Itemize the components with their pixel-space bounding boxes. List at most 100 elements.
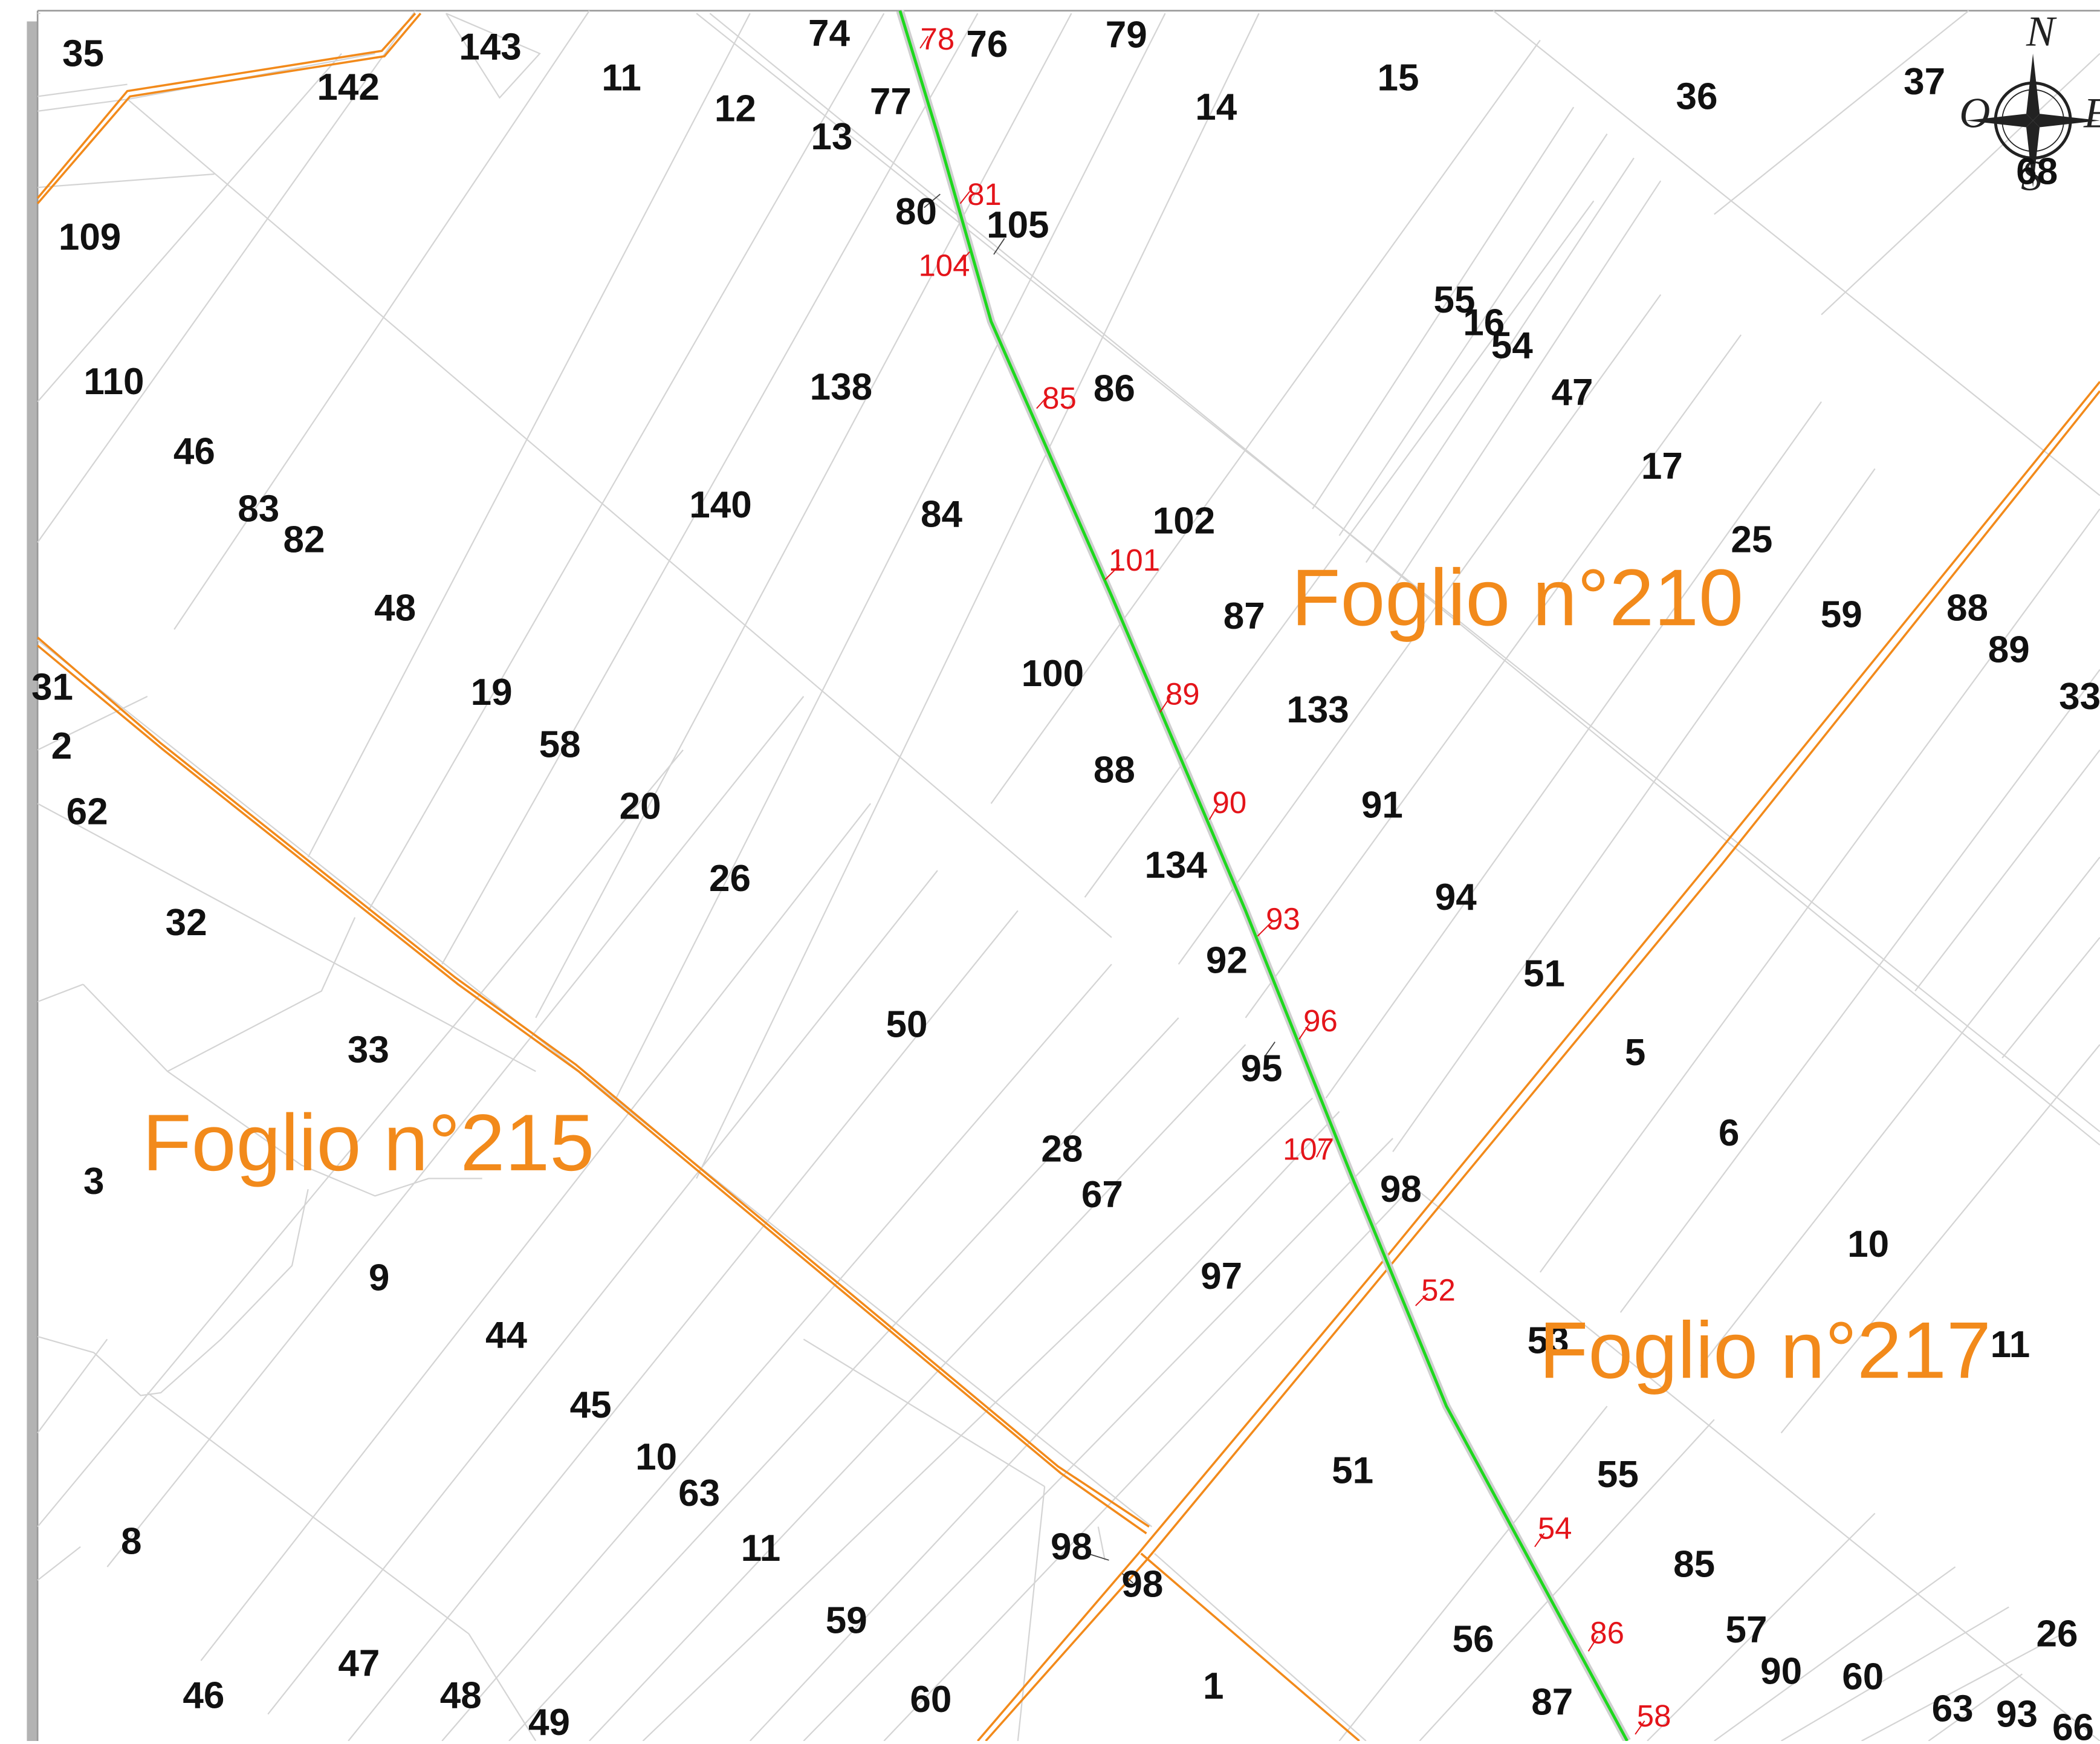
parcel-number: 44 <box>485 1315 527 1357</box>
route-marker-label: 81 <box>967 177 1002 212</box>
parcel-number: 15 <box>1378 57 1419 99</box>
parcel-number: 17 <box>1641 446 1683 487</box>
route-marker-tick <box>1415 1293 1428 1306</box>
parcel-number: 60 <box>910 1679 951 1720</box>
parcel-number: 76 <box>966 24 1008 65</box>
parcel-lines <box>37 10 2100 1742</box>
parcel-number: 2 <box>51 725 73 767</box>
parcel-number: 90 <box>1760 1651 1802 1693</box>
parcel-number: 10 <box>635 1436 677 1478</box>
parcel-number: 28 <box>1041 1129 1083 1170</box>
parcel-number: 51 <box>1332 1450 1373 1491</box>
parcel-number: 95 <box>1241 1048 1283 1090</box>
parcel-number: 142 <box>317 66 379 108</box>
route-marker-tick <box>1208 803 1219 820</box>
compass-south: S <box>2021 153 2042 200</box>
route-corridor <box>896 9 1631 1743</box>
route-marker-tick <box>1315 1139 1327 1158</box>
parcel-number: 98 <box>1121 1564 1163 1606</box>
route-marker-label: 86 <box>1590 1615 1624 1650</box>
parcel-number: 33 <box>2059 676 2100 718</box>
parcel-number: 134 <box>1145 844 1208 886</box>
route-marker-label: 52 <box>1421 1272 1456 1307</box>
route-marker-label: 90 <box>1213 785 1247 820</box>
parcel-number: 109 <box>59 216 121 258</box>
parcel-number: 92 <box>1206 939 1248 981</box>
parcel-number: 5 <box>1625 1032 1645 1074</box>
parcel-number: 84 <box>921 494 962 536</box>
parcel-number: 8 <box>121 1521 141 1563</box>
parcel-number: 11 <box>601 57 641 99</box>
compass-east: E <box>2083 89 2100 137</box>
parcel-number: 32 <box>166 902 207 944</box>
parcel-number: 6 <box>1719 1112 1740 1154</box>
parcel-number: 60 <box>1842 1656 1884 1697</box>
parcel-number: 47 <box>338 1642 380 1684</box>
parcel-number: 14 <box>1195 86 1237 128</box>
parcel-number: 80 <box>895 191 937 233</box>
parcel-number: 102 <box>1153 501 1215 542</box>
route-marker-label: 85 <box>1042 381 1077 415</box>
parcel-number: 33 <box>348 1029 389 1071</box>
parcel-number: 140 <box>689 484 751 526</box>
parcel-number: 77 <box>870 81 912 123</box>
frame-shadow <box>27 21 38 1742</box>
parcel-number: 138 <box>810 366 872 408</box>
compass-rose: N S E O <box>1959 8 2100 199</box>
parcel-number: 56 <box>1453 1618 1494 1660</box>
parcel-number: 51 <box>1523 953 1565 994</box>
field-strips <box>37 10 2100 1742</box>
parcel-number: 66 <box>2052 1707 2094 1741</box>
parcel-number: 97 <box>1201 1256 1242 1297</box>
parcel-number: 3 <box>83 1161 105 1202</box>
route-marker-label: 107 <box>1283 1132 1334 1167</box>
route-marker-tick <box>1635 1720 1645 1735</box>
foglio-label-215: Foglio n°215 <box>143 1098 595 1188</box>
parcel-number: 110 <box>83 361 144 403</box>
parcel-number: 20 <box>620 785 661 827</box>
parcel-number: 31 <box>31 666 73 708</box>
route-line <box>898 10 1628 1742</box>
route-marker-tick <box>1159 696 1172 713</box>
route-marker-label: 78 <box>921 22 955 56</box>
parcel-number: 26 <box>2036 1613 2078 1655</box>
compass-west: O <box>1959 89 1990 137</box>
parcel-number: 55 <box>1597 1454 1639 1496</box>
parcel-number: 12 <box>715 88 756 129</box>
parcel-number: 91 <box>1361 784 1403 826</box>
route-marker-tick <box>959 191 970 204</box>
parcel-number: 82 <box>284 519 325 561</box>
parcel-number: 87 <box>1223 595 1265 637</box>
parcel-number: 19 <box>471 672 513 713</box>
parcel-number: 1 <box>1203 1665 1224 1707</box>
parcel-number: 86 <box>1094 368 1135 409</box>
parcel-number: 87 <box>1531 1682 1573 1723</box>
parcel-number: 63 <box>678 1473 720 1514</box>
parcel-number: 94 <box>1435 877 1477 918</box>
route-marker-tick <box>1298 1023 1311 1040</box>
parcel-number: 9 <box>369 1257 390 1298</box>
route-marker-label: 93 <box>1266 902 1300 936</box>
route-marker-tick <box>1036 396 1048 409</box>
route-marker-tick <box>1104 565 1120 580</box>
parcel-number: 11 <box>1991 1324 2030 1366</box>
parcel-number: 88 <box>1946 588 1988 629</box>
route-marker-tick <box>1257 921 1273 937</box>
route-marker-label: 54 <box>1538 1511 1572 1546</box>
parcel-number: 54 <box>1491 325 1533 366</box>
route-marker-label: 104 <box>918 248 970 283</box>
parcel-number: 50 <box>886 1004 927 1046</box>
foglio-label-217: Foglio n°217 <box>1539 1306 1991 1395</box>
parcel-number: 98 <box>1051 1526 1092 1568</box>
parcel-number: 93 <box>1996 1694 2038 1736</box>
parcel-number: 133 <box>1286 689 1349 731</box>
parcel-number: 53 <box>1528 1320 1569 1361</box>
route-marker-tick <box>1587 1636 1598 1652</box>
foglio-boundaries <box>36 12 2100 1742</box>
parcel-number: 35 <box>62 33 104 74</box>
parcel-number: 63 <box>1932 1688 1974 1730</box>
leader-lines <box>924 193 1275 1584</box>
route-marker-label: 89 <box>1165 676 1200 711</box>
